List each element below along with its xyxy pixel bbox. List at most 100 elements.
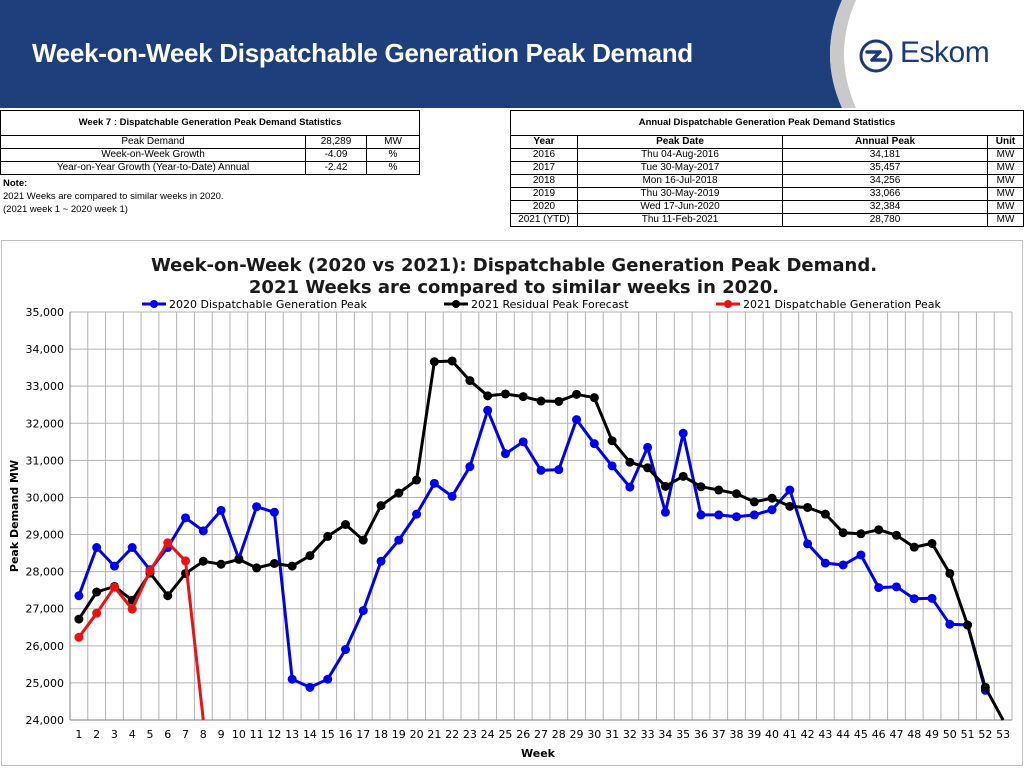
x-tick-label: 26: [516, 728, 530, 741]
stat-label: Peak Demand: [0, 135, 306, 149]
column-header: Unit: [987, 135, 1024, 149]
x-tick-label: 33: [641, 728, 655, 741]
x-tick-label: 12: [267, 728, 281, 741]
data-point: [803, 502, 813, 512]
data-point: [181, 556, 191, 566]
unit-cell: MW: [987, 148, 1024, 162]
x-tick-label: 37: [712, 728, 726, 741]
data-point: [92, 587, 102, 597]
x-tick-label: 49: [925, 728, 939, 741]
y-tick-label: 35,000: [26, 306, 65, 319]
x-tick-label: 22: [445, 728, 459, 741]
stat-unit: MW: [366, 135, 420, 149]
peak-cell: 28,780: [782, 213, 988, 227]
column-header: Annual Peak: [782, 135, 988, 149]
data-point: [891, 530, 901, 540]
data-point: [554, 465, 564, 475]
data-point: [429, 478, 439, 488]
data-point: [945, 568, 955, 578]
stat-label: Year-on-Year Growth (Year-to-Date) Annua…: [0, 161, 306, 175]
data-point: [145, 566, 155, 576]
x-tick-label: 35: [676, 728, 690, 741]
data-point: [625, 457, 635, 467]
data-point: [607, 436, 617, 446]
data-point: [163, 538, 173, 548]
table-row: 2017 Tue 30-May-2017 35,457 MW: [510, 161, 1024, 175]
data-point: [127, 543, 137, 553]
unit-cell: MW: [987, 213, 1024, 227]
x-tick-label: 38: [730, 728, 744, 741]
data-point: [412, 509, 422, 519]
y-axis-label: Peak Demand MW: [8, 460, 21, 572]
legend-entry: 2021 Dispatchable Generation Peak: [716, 298, 941, 311]
weekly-stats-caption: Week 7 : Dispatchable Generation Peak De…: [0, 110, 420, 136]
x-tick-label: 46: [872, 728, 886, 741]
data-point: [74, 632, 84, 642]
y-tick-label: 34,000: [26, 343, 65, 356]
x-tick-label: 36: [694, 728, 708, 741]
data-point: [874, 583, 884, 593]
data-point: [92, 543, 102, 553]
annual-stats-table: Annual Dispatchable Generation Peak Dema…: [510, 110, 1024, 227]
note-line-1: 2021 Weeks are compared to similar weeks…: [3, 191, 224, 202]
data-point: [340, 645, 350, 655]
data-point: [607, 461, 617, 471]
table-row: 2020 Wed 17-Jun-2020 32,384 MW: [510, 200, 1024, 214]
data-point: [785, 501, 795, 511]
data-point: [465, 462, 475, 472]
x-tick-label: 41: [783, 728, 797, 741]
data-point: [518, 392, 528, 402]
y-tick-label: 24,000: [26, 714, 65, 727]
data-point: [927, 538, 937, 548]
stat-value: 28,289: [305, 135, 367, 149]
data-point: [323, 674, 333, 684]
page-header: Week-on-Week Dispatchable Generation Pea…: [0, 0, 1024, 108]
data-point: [732, 512, 742, 522]
data-point: [536, 396, 546, 406]
date-cell: Wed 17-Jun-2020: [577, 200, 783, 214]
series-2: [74, 356, 1005, 721]
x-tick-label: 40: [765, 728, 779, 741]
unit-cell: MW: [987, 174, 1024, 188]
data-point: [429, 357, 439, 367]
peak-cell: 34,181: [782, 148, 988, 162]
series-3: [74, 538, 205, 721]
data-point: [678, 471, 688, 481]
data-point: [572, 415, 582, 425]
data-point: [412, 475, 422, 485]
y-tick-label: 33,000: [26, 380, 65, 393]
data-point: [820, 509, 830, 519]
data-point: [109, 561, 119, 571]
x-tick-label: 18: [374, 728, 388, 741]
data-point: [767, 493, 777, 503]
x-tick-label: 47: [889, 728, 903, 741]
x-tick-label: 34: [658, 728, 672, 741]
peak-cell: 35,457: [782, 161, 988, 175]
legend-label: 2021 Dispatchable Generation Peak: [743, 298, 941, 311]
data-point: [216, 559, 226, 569]
year-cell: 2021 (YTD): [510, 213, 578, 227]
legend-swatch-marker: [452, 300, 460, 308]
date-cell: Tue 30-May-2017: [577, 161, 783, 175]
data-point: [980, 682, 990, 692]
data-point: [874, 525, 884, 535]
data-point: [945, 619, 955, 629]
note-title: Note:: [3, 178, 28, 189]
column-header: Peak Date: [577, 135, 783, 149]
eskom-logo-icon: [859, 39, 893, 73]
x-tick-label: 4: [129, 728, 136, 741]
data-point: [803, 539, 813, 549]
x-tick-label: 51: [961, 728, 975, 741]
data-point: [181, 513, 191, 523]
x-tick-label: 16: [338, 728, 352, 741]
x-tick-label: 21: [427, 728, 441, 741]
data-point: [891, 582, 901, 592]
data-point: [732, 489, 742, 499]
data-point: [589, 439, 599, 449]
data-point: [660, 507, 670, 517]
year-cell: 2018: [510, 174, 578, 188]
x-tick-label: 3: [111, 728, 118, 741]
data-point: [483, 391, 493, 401]
data-point: [589, 393, 599, 403]
data-point: [305, 682, 315, 692]
